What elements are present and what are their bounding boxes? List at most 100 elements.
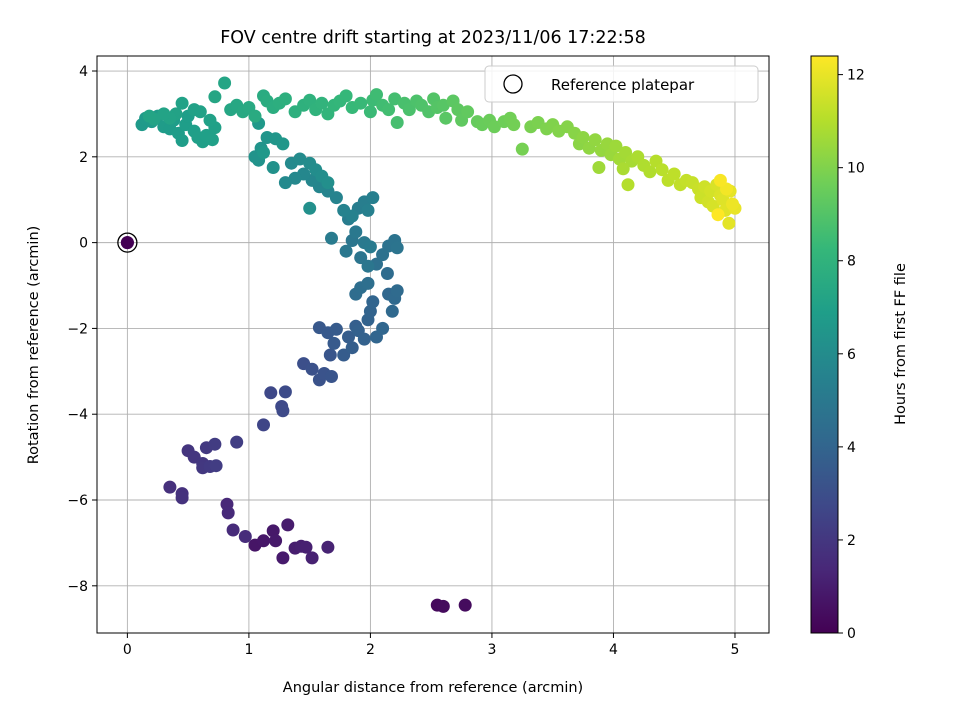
data-point — [451, 103, 465, 117]
data-point — [321, 540, 335, 554]
colorbar-tick-label: 8 — [847, 254, 856, 270]
grid — [97, 56, 769, 633]
data-point — [321, 176, 335, 190]
data-point — [281, 518, 295, 532]
data-point — [257, 418, 270, 432]
data-point — [349, 225, 363, 239]
colorbar-gradient — [810, 55, 839, 634]
colorbar-tick-label: 0 — [847, 626, 856, 642]
colorbar: 0 2 4 6 8 10 12 — [810, 55, 865, 642]
data-point — [238, 530, 252, 543]
data-point — [576, 131, 590, 144]
data-point — [187, 103, 201, 117]
data-point — [716, 193, 730, 207]
data-point — [218, 76, 232, 90]
data-point — [303, 201, 317, 215]
data-point — [266, 524, 280, 538]
x-tick-label: 5 — [731, 642, 740, 658]
data-point — [276, 404, 290, 418]
data-point — [278, 92, 292, 106]
data-point — [269, 534, 283, 548]
data-point — [264, 386, 278, 400]
data-point — [327, 336, 341, 350]
x-tick-label: 4 — [609, 642, 618, 658]
data-point — [339, 89, 353, 103]
data-point — [221, 506, 235, 520]
data-point — [388, 92, 402, 106]
data-point — [230, 435, 244, 449]
chart-title: FOV centre drift starting at 2023/11/06 … — [220, 28, 646, 48]
data-point — [592, 161, 606, 174]
colorbar-tick-label: 12 — [847, 68, 865, 84]
data-point — [655, 163, 669, 177]
y-tick-label: −2 — [67, 321, 88, 337]
data-point — [175, 491, 189, 505]
data-point — [361, 203, 375, 217]
legend-marker-reference — [503, 74, 523, 94]
data-point — [363, 240, 377, 254]
data-point — [342, 330, 355, 344]
x-tick-label: 2 — [366, 642, 375, 658]
data-point — [205, 133, 219, 147]
data-point — [325, 231, 338, 245]
colorbar-tick-label: 6 — [847, 347, 856, 363]
data-point — [276, 551, 290, 565]
y-tick-label: −4 — [67, 407, 88, 423]
data-point — [257, 534, 270, 548]
data-point — [390, 284, 404, 298]
data-point — [461, 105, 475, 119]
reference-data-point — [120, 236, 134, 250]
y-tick-label: 0 — [79, 236, 88, 252]
legend-box — [484, 65, 759, 103]
colorbar-tick-label: 4 — [847, 440, 856, 456]
data-point — [248, 109, 262, 123]
data-point — [667, 167, 681, 181]
data-point — [711, 208, 725, 222]
data-point — [354, 96, 368, 110]
data-point — [305, 551, 319, 565]
data-point — [208, 437, 222, 451]
data-point — [299, 540, 313, 554]
x-tick-label: 3 — [487, 642, 496, 658]
data-point — [507, 118, 521, 132]
data-point — [315, 96, 329, 110]
data-point — [276, 137, 290, 151]
data-point — [458, 598, 472, 612]
data-point — [354, 251, 368, 265]
data-point — [257, 146, 270, 159]
data-point — [339, 244, 353, 258]
data-point — [436, 599, 450, 613]
y-axis-label: Rotation from reference (arcmin) — [26, 226, 42, 465]
data-point — [616, 162, 630, 176]
colorbar-label: Hours from first FF file — [893, 263, 909, 425]
data-point — [515, 142, 529, 156]
data-point — [370, 88, 383, 102]
colorbar-tick-label: 10 — [847, 161, 865, 177]
data-point — [436, 98, 450, 112]
data-point — [376, 321, 390, 335]
data-point — [337, 203, 351, 217]
data-point — [366, 295, 380, 309]
data-point — [713, 173, 727, 187]
y-tick-label: −8 — [67, 579, 88, 595]
reference-platepar-marker — [117, 232, 138, 253]
data-point — [266, 161, 280, 174]
data-point — [487, 120, 501, 134]
scatter-points — [117, 76, 742, 613]
data-point — [323, 348, 337, 362]
y-tick-label: −6 — [67, 493, 88, 509]
data-point — [643, 165, 657, 179]
legend-label-reference: Reference platepar — [551, 76, 695, 94]
data-point — [722, 216, 736, 230]
data-point — [209, 459, 223, 473]
data-point — [226, 523, 240, 537]
x-tick-label: 0 — [123, 642, 132, 658]
data-point — [382, 103, 396, 117]
data-point — [142, 109, 156, 123]
x-axis-label: Angular distance from reference (arcmin) — [283, 680, 583, 696]
plot-frame — [96, 55, 770, 634]
data-point — [175, 96, 189, 110]
legend: Reference platepar — [484, 65, 759, 103]
data-point — [439, 111, 453, 125]
data-point — [363, 105, 377, 119]
